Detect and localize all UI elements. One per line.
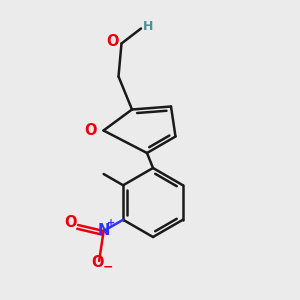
Text: O: O	[64, 215, 77, 230]
Text: O: O	[92, 255, 104, 270]
Text: O: O	[85, 123, 97, 138]
Text: O: O	[106, 34, 118, 50]
Text: −: −	[103, 260, 113, 274]
Text: H: H	[142, 20, 153, 34]
Text: N: N	[98, 223, 110, 238]
Text: +: +	[107, 218, 115, 229]
